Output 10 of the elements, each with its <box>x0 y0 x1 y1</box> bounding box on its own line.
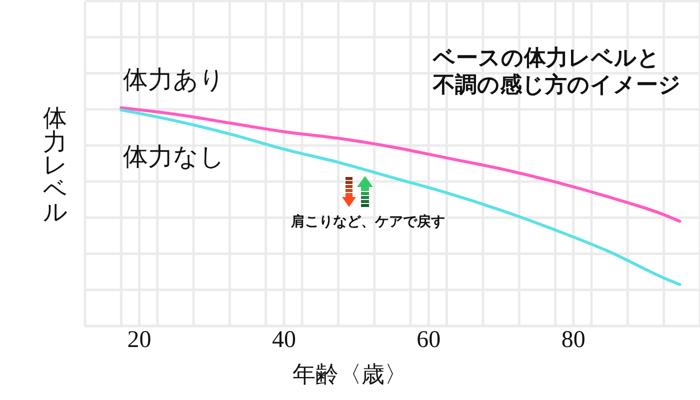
chart-title: ベースの体力レベルと不調の感じ方のイメージ <box>433 44 681 98</box>
x-tick-label: 60 <box>416 327 441 354</box>
series-label: 体力なし <box>123 143 225 173</box>
series-label: 体力あり <box>123 66 225 96</box>
x-axis-title: 年齢〈歳〉 <box>292 361 408 389</box>
x-tick-label: 20 <box>127 327 152 354</box>
annotation: 肩こりなど、ケアで戻す <box>291 214 445 232</box>
x-tick-label: 40 <box>272 327 296 354</box>
x-tick-label: 80 <box>561 327 586 354</box>
y-axis-title: 体力レベル <box>43 106 68 226</box>
